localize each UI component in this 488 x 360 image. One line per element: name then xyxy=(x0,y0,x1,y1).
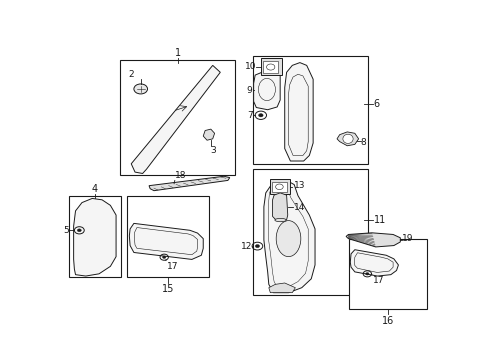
Bar xyxy=(252,56,367,164)
Bar xyxy=(272,182,286,192)
Polygon shape xyxy=(284,63,312,161)
Circle shape xyxy=(255,244,259,248)
Text: 11: 11 xyxy=(373,215,385,225)
Bar xyxy=(263,61,278,73)
Text: 5: 5 xyxy=(63,226,69,235)
Polygon shape xyxy=(203,129,214,140)
Circle shape xyxy=(77,229,81,232)
Ellipse shape xyxy=(276,221,300,257)
Polygon shape xyxy=(253,72,280,110)
Text: 17: 17 xyxy=(372,276,384,285)
Bar xyxy=(252,169,367,296)
Polygon shape xyxy=(129,223,203,260)
Polygon shape xyxy=(349,250,398,276)
Polygon shape xyxy=(74,198,116,276)
Text: 4: 4 xyxy=(92,184,98,194)
Text: 2: 2 xyxy=(128,70,134,79)
Text: 17: 17 xyxy=(166,262,178,271)
Text: 1: 1 xyxy=(174,49,181,58)
Text: 7: 7 xyxy=(246,111,252,120)
Ellipse shape xyxy=(274,219,285,222)
Text: 10: 10 xyxy=(244,62,256,71)
Text: 13: 13 xyxy=(294,181,305,190)
Text: 14: 14 xyxy=(294,203,305,212)
Text: 6: 6 xyxy=(373,99,379,109)
Text: 15: 15 xyxy=(162,284,174,294)
Circle shape xyxy=(258,114,263,117)
Text: 12: 12 xyxy=(241,242,252,251)
Text: 18: 18 xyxy=(175,171,186,180)
Circle shape xyxy=(134,84,147,94)
Text: 9: 9 xyxy=(246,86,252,95)
Bar xyxy=(127,196,208,278)
Bar xyxy=(348,239,426,309)
Polygon shape xyxy=(272,193,287,221)
Bar xyxy=(69,196,121,278)
Polygon shape xyxy=(261,58,282,75)
Bar xyxy=(120,60,235,175)
Text: 3: 3 xyxy=(209,146,215,155)
Text: 8: 8 xyxy=(360,139,366,148)
Polygon shape xyxy=(336,132,358,146)
Polygon shape xyxy=(268,283,295,293)
Text: 16: 16 xyxy=(381,316,393,326)
Polygon shape xyxy=(131,66,220,174)
Polygon shape xyxy=(346,233,400,247)
Ellipse shape xyxy=(342,134,352,143)
Polygon shape xyxy=(264,180,314,293)
Polygon shape xyxy=(270,179,289,194)
Text: 19: 19 xyxy=(401,234,413,243)
Circle shape xyxy=(162,256,165,258)
Circle shape xyxy=(365,273,368,275)
Polygon shape xyxy=(149,176,229,191)
